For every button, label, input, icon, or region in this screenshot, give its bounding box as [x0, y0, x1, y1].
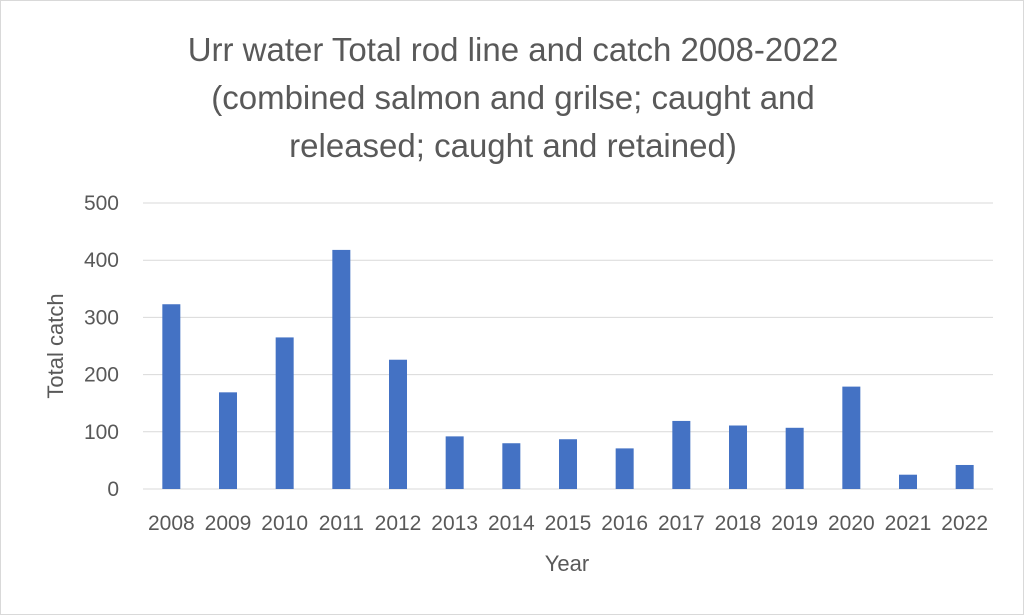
x-tick-label: 2011	[319, 512, 364, 535]
x-tick-label: 2008	[148, 512, 195, 535]
bar-2020	[842, 386, 861, 489]
y-axis-tick-labels: 0 100 200 300 400 500	[84, 192, 119, 501]
x-tick-label: 2013	[431, 512, 478, 535]
x-tick-label: 2017	[658, 512, 705, 535]
bar-2010	[275, 337, 294, 489]
bar-2009	[219, 392, 237, 489]
bar-2008	[162, 304, 181, 489]
y-tick-label: 300	[84, 306, 119, 329]
x-tick-label: 2014	[488, 512, 535, 535]
bar-2013	[445, 436, 464, 489]
x-tick-label: 2016	[601, 512, 648, 535]
x-axis-title: Year	[545, 551, 589, 576]
x-tick-label: 2018	[715, 512, 762, 535]
bar-2015	[559, 439, 577, 489]
x-tick-label: 2019	[771, 512, 818, 535]
x-tick-label: 2015	[545, 512, 592, 535]
bar-2018	[729, 425, 747, 489]
bar-2014	[502, 443, 521, 489]
x-tick-label: 2009	[205, 512, 252, 535]
y-tick-label: 500	[84, 192, 119, 215]
bars	[162, 249, 974, 489]
y-axis-title: Total catch	[43, 293, 68, 398]
y-tick-label: 0	[107, 478, 119, 501]
chart-title-line-1: Urr water Total rod line and catch 2008-…	[188, 31, 839, 68]
x-tick-label: 2021	[885, 512, 932, 535]
bar-2021	[899, 474, 917, 489]
y-tick-label: 200	[84, 364, 119, 387]
x-tick-label: 2012	[375, 512, 422, 535]
chart-title-line-3: released; caught and retained)	[289, 127, 737, 164]
x-tick-label: 2010	[261, 512, 308, 535]
x-tick-label: 2020	[828, 512, 875, 535]
bar-2011	[332, 249, 351, 489]
x-tick-label: 2022	[941, 512, 988, 535]
chart-title: Urr water Total rod line and catch 2008-…	[188, 31, 839, 164]
bar-2016	[615, 448, 634, 489]
y-tick-label: 100	[84, 421, 119, 444]
bar-2017	[672, 420, 691, 489]
y-tick-label: 400	[84, 249, 119, 272]
chart-title-line-2: (combined salmon and grilse; caught and	[211, 79, 815, 116]
bar-2012	[389, 359, 407, 489]
bar-2019	[785, 427, 804, 489]
x-axis-tick-labels: 2008 2009 2010 2011 2012 2013 2014 2015 2016 2017…	[148, 512, 988, 535]
bar-2022	[955, 464, 974, 489]
